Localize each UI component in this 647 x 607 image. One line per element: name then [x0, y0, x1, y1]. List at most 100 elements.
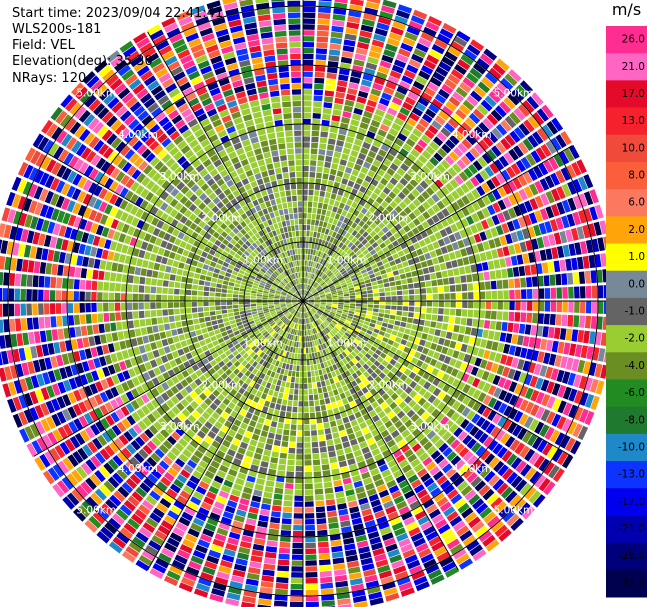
ray-gate [314, 190, 320, 196]
ray-gate [440, 363, 448, 372]
ray-gate [357, 390, 364, 397]
ray-gate [351, 237, 358, 244]
ray-gate [516, 230, 525, 241]
ray-gate [303, 289, 305, 296]
ray-gate [491, 127, 503, 140]
ray-gate [547, 261, 555, 273]
ray-gate [156, 309, 163, 317]
ray-gate [372, 504, 384, 513]
ray-gate [380, 143, 390, 152]
ray-gate [299, 383, 303, 389]
ray-gate [506, 220, 515, 232]
ray-gate [303, 59, 314, 66]
ray-gate [282, 506, 293, 513]
ray-gate [324, 161, 331, 168]
ray-gate [322, 343, 327, 349]
ray-gate [556, 301, 562, 313]
ray-gate [305, 601, 319, 607]
ray-gate [493, 460, 505, 473]
ray-gate [317, 310, 323, 315]
ray-gate [332, 302, 338, 305]
ray-gate [451, 212, 460, 222]
ray-gate [318, 238, 323, 245]
ray-gate [518, 123, 531, 136]
ray-gate [503, 97, 516, 110]
ray-gate [447, 386, 456, 396]
ray-gate [446, 538, 461, 550]
ray-gate [377, 16, 392, 26]
ray-gate [273, 409, 280, 416]
ray-gate [421, 333, 428, 340]
ray-gate [263, 563, 276, 571]
ray-gate [391, 291, 397, 296]
ray-gate [398, 506, 410, 516]
ray-gate [354, 288, 361, 293]
ray-gate [459, 229, 468, 239]
ray-gate [383, 406, 392, 415]
ray-gate [348, 566, 361, 574]
ray-gate [336, 355, 342, 362]
ray-gate [350, 119, 360, 127]
ray-gate [490, 280, 497, 290]
ray-gate [320, 272, 325, 278]
ray-gate [362, 259, 369, 265]
ray-gate [287, 370, 292, 377]
ray-gate [316, 285, 321, 290]
ray-gate [227, 305, 233, 309]
ray-gate [410, 148, 421, 158]
ray-gate [334, 327, 340, 332]
ray-gate [476, 263, 483, 272]
ray-gate [556, 369, 565, 383]
ray-gate [505, 257, 512, 267]
ray-gate [412, 128, 423, 138]
ray-gate [505, 166, 516, 179]
ray-gate [361, 563, 375, 572]
ray-gate [311, 274, 315, 280]
ray-gate [221, 301, 227, 306]
ray-gate [521, 301, 527, 311]
ray-gate [400, 382, 408, 391]
ray-gate [482, 382, 492, 393]
ray-gate [289, 388, 294, 395]
ray-gate [446, 204, 455, 215]
ray-gate [303, 106, 312, 113]
ray-gate [308, 389, 313, 395]
ray-gate [104, 271, 111, 281]
ray-gate [363, 275, 370, 281]
ray-gate [354, 53, 367, 61]
ray-gate [532, 112, 545, 126]
ray-gate [193, 318, 200, 325]
ray-gate [318, 435, 326, 442]
ray-gate [478, 319, 485, 328]
ray-gate [198, 285, 204, 291]
ray-gate [375, 134, 385, 143]
ray-gate [330, 330, 336, 336]
ray-gate [343, 293, 350, 297]
ray-gate [385, 305, 391, 310]
ray-gate [440, 330, 447, 338]
ray-gate [306, 236, 310, 243]
ray-gate [162, 280, 169, 287]
ray-gate [432, 301, 439, 307]
ray-gate [57, 264, 64, 276]
ray-gate [426, 294, 433, 300]
ray-gate [317, 287, 323, 292]
ray-gate [458, 104, 471, 116]
ray-gate [335, 194, 342, 202]
ray-gate [305, 566, 318, 572]
ray-gate [399, 148, 409, 157]
ray-gate [474, 480, 487, 492]
ray-gate [99, 334, 107, 344]
ray-gate [318, 1, 332, 8]
ray-gate [385, 267, 392, 273]
ray-gate [97, 281, 104, 291]
ray-gate [456, 301, 462, 308]
ray-gate [559, 328, 567, 340]
ray-gate [497, 290, 503, 300]
ray-gate [488, 239, 496, 249]
ray-gate [450, 368, 459, 377]
ray-gate [306, 353, 310, 360]
ray-gate [545, 190, 555, 204]
ray-gate [435, 271, 443, 279]
ray-gate [374, 108, 385, 117]
